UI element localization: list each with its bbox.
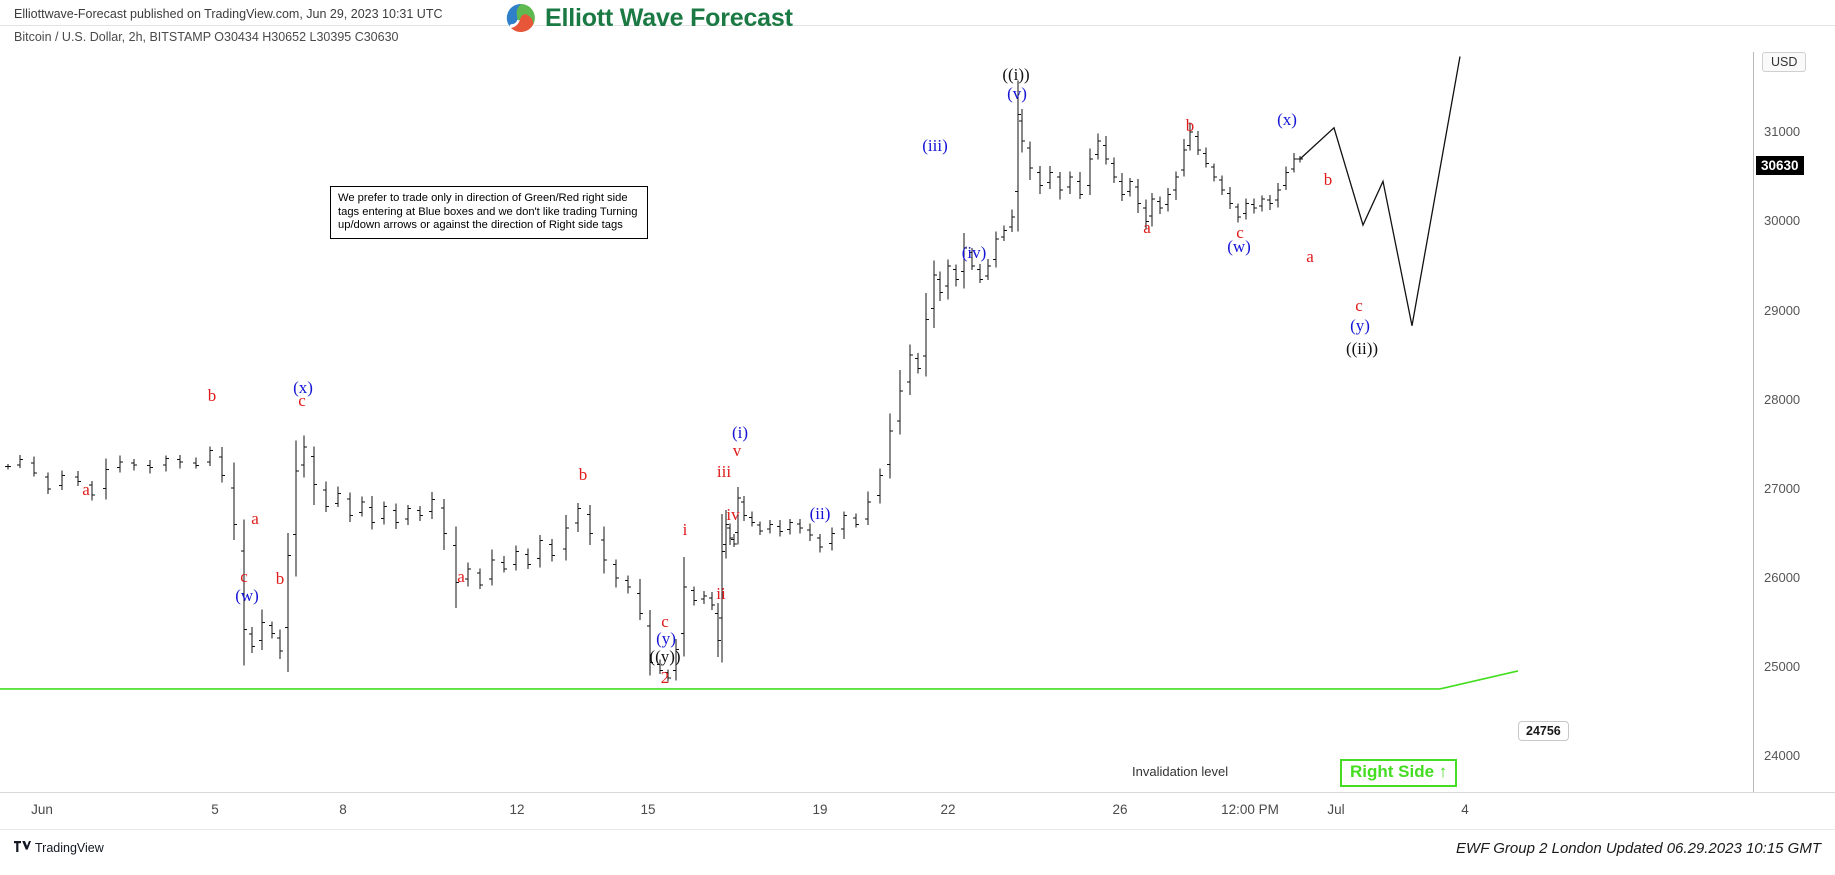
wave-label-x-7: (x) <box>293 378 313 397</box>
wave-label-a-0: a <box>82 480 90 499</box>
invalidation-level-label: Invalidation level <box>1132 764 1229 779</box>
price-tick: 31000 <box>1764 124 1801 140</box>
time-tick: 26 <box>1112 802 1128 817</box>
wave-label-a-30: a <box>1306 247 1314 266</box>
wave-label-w-3: (w) <box>235 586 259 605</box>
price-tick: 30000 <box>1764 213 1801 229</box>
wave-label-y-12: ((y)) <box>649 647 681 666</box>
publish-credit-line: Elliottwave-Forecast published on Tradin… <box>14 7 443 21</box>
current-price-badge: 30630 <box>1756 156 1804 176</box>
wave-label-w-28: (w) <box>1227 237 1251 256</box>
time-tick: 5 <box>211 802 219 817</box>
price-axis[interactable]: USD 31000 30000 29000 28000 27000 26000 25000 2… <box>1753 52 1835 792</box>
wave-label-a-8: a <box>457 567 465 586</box>
wave-label-a-25: a <box>1143 218 1151 237</box>
price-tick: 25000 <box>1764 659 1801 675</box>
wave-label-2-13: 2 <box>660 668 670 687</box>
wave-label-b-26: b <box>1185 116 1195 135</box>
price-tick: 26000 <box>1764 570 1801 586</box>
wave-label-v-23: (v) <box>1007 84 1027 103</box>
wave-label-x-29: (x) <box>1277 110 1297 129</box>
time-tick: 12:00 PM <box>1221 802 1279 817</box>
wave-label-y-11: (y) <box>656 629 676 648</box>
time-tick: 15 <box>640 802 656 817</box>
wave-label-c-6: c <box>298 391 306 410</box>
tradingview-name: TradingView <box>35 840 104 855</box>
wave-label-c-32: c <box>1355 296 1363 315</box>
price-tick: 27000 <box>1764 480 1801 496</box>
wave-label-iv-17: iv <box>726 505 740 524</box>
wave-label-b-9: b <box>578 465 588 484</box>
price-unit-label: USD <box>1762 52 1807 72</box>
wave-label-c-10: c <box>661 612 669 631</box>
tradingview-logo: TradingView <box>14 840 104 855</box>
invalidation-price-tag: 24756 <box>1518 721 1569 741</box>
wave-label-iv-22: (iv) <box>961 243 987 262</box>
time-tick: Jul <box>1327 802 1345 817</box>
chart-plot-area[interactable]: We prefer to trade only in direction of … <box>0 52 1753 792</box>
price-tick: 24000 <box>1764 748 1801 764</box>
wave-label-b-31: b <box>1323 170 1333 189</box>
time-tick: 22 <box>940 802 956 817</box>
time-tick: 12 <box>509 802 525 817</box>
wave-label-ii-20: (ii) <box>809 504 831 523</box>
elliott-wave-swirl-icon <box>505 2 537 34</box>
time-tick: 8 <box>339 802 347 817</box>
wave-label-y-33: (y) <box>1350 316 1370 335</box>
time-tick: 19 <box>812 802 828 817</box>
wave-label-i-19: (i) <box>731 423 749 442</box>
wave-label-c-2: c <box>240 567 248 586</box>
price-tick: 29000 <box>1764 302 1801 318</box>
price-tick: 28000 <box>1764 391 1801 407</box>
wave-label-ii-15: ii <box>716 584 726 603</box>
wave-label-v-18: v <box>732 441 742 460</box>
header-divider <box>0 25 1835 26</box>
wave-label-iii-21: (iii) <box>922 136 948 155</box>
wave-label-b-5: b <box>275 569 285 588</box>
right-side-badge[interactable]: Right Side ↑ <box>1340 759 1458 787</box>
time-axis[interactable]: Jun 5 8 12 15 19 22 26 12:00 PM Jul 4 <box>0 792 1835 830</box>
time-tick: Jun <box>31 802 53 817</box>
wave-label-i-14: i <box>682 520 688 539</box>
brand-name: Elliott Wave Forecast <box>545 3 793 32</box>
tradingview-mark-icon <box>14 840 31 855</box>
trading-note-text: We prefer to trade only in direction of … <box>338 192 638 232</box>
symbol-ohlc-line: Bitcoin / U.S. Dollar, 2h, BITSTAMP O304… <box>14 30 399 44</box>
wave-label-a-4: a <box>251 509 259 528</box>
wave-label-ii-34: ((ii)) <box>1345 339 1379 358</box>
trading-note-box: We prefer to trade only in direction of … <box>330 186 648 239</box>
price-bars-svg <box>0 56 1519 690</box>
ewf-group-footer: EWF Group 2 London Updated 06.29.2023 10… <box>1456 840 1821 857</box>
brand-block: Elliott Wave Forecast <box>505 2 793 34</box>
time-tick: 4 <box>1461 802 1469 817</box>
wave-label-iii-16: iii <box>716 462 732 481</box>
wave-label-i-24: ((i)) <box>1002 65 1030 84</box>
chart-header: Elliottwave-Forecast published on Tradin… <box>0 0 1835 52</box>
wave-label-b-1: b <box>207 386 217 405</box>
wave-label-c-27: c <box>1236 223 1244 242</box>
